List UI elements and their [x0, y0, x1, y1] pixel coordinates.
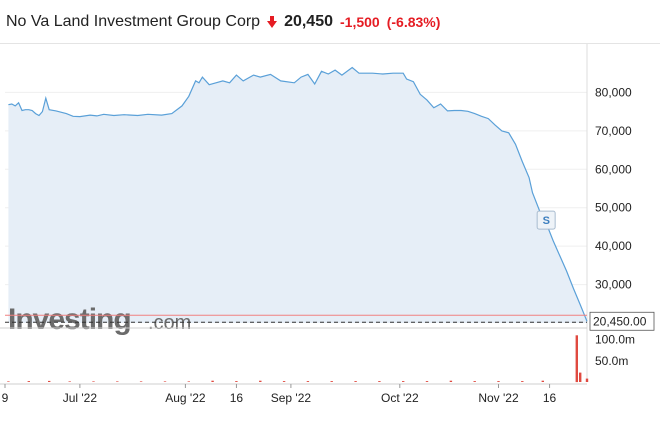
y-tick-label: 60,000 — [595, 162, 632, 176]
x-axis: 9 Jul '22 Aug '22 16 Sep '22 Oct '22 Nov '22 16 — [0, 383, 587, 405]
logo-main: Investing — [8, 303, 131, 336]
x-tick-label: 16 — [230, 391, 244, 405]
price-change-percent: (-6.83%) — [386, 13, 441, 30]
volume-tick-label: 50.0m — [595, 354, 628, 368]
volume-bar — [425, 381, 429, 382]
volume-bar — [473, 381, 476, 382]
volume-bar — [235, 381, 238, 382]
volume-bar — [27, 381, 30, 382]
volume-bar — [259, 380, 262, 382]
volume-bar — [68, 381, 71, 382]
x-tick-label: Oct '22 — [381, 391, 419, 405]
current-price-label: 20,450.00 — [593, 314, 647, 328]
volume-bar — [306, 381, 310, 382]
volume-bar — [497, 381, 500, 382]
volume-bar — [139, 381, 143, 382]
y-tick-label: 70,000 — [595, 124, 632, 138]
split-marker[interactable]: S — [536, 210, 556, 230]
volume-bar — [7, 381, 10, 382]
volume-bar — [187, 381, 190, 382]
x-tick-label: 16 — [543, 391, 557, 405]
y-tick-label: 40,000 — [595, 239, 632, 253]
volume-bar — [585, 378, 589, 382]
volume-bar — [330, 381, 333, 382]
volume-bar — [116, 381, 119, 382]
volume-bar — [378, 381, 381, 382]
y-tick-label: 30,000 — [595, 278, 632, 292]
last-price: 20,450 — [284, 12, 333, 30]
price-change: -1,500 — [340, 13, 380, 30]
x-tick-label: Jul '22 — [63, 391, 98, 405]
volume-bar — [541, 380, 544, 382]
y-tick-label: 50,000 — [595, 201, 632, 215]
x-tick-label: Sep '22 — [271, 391, 312, 405]
y-axis: 80,000 70,000 60,000 50,000 40,000 30,000 — [595, 85, 632, 291]
volume-bar — [579, 372, 582, 382]
volume-bar — [211, 380, 214, 382]
volume-axis: 100.0m 50.0m — [595, 333, 635, 368]
stock-header: No Va Land Investment Group Corp 20,450 … — [0, 0, 660, 44]
stock-name: No Va Land Investment Group Corp — [6, 12, 261, 30]
price-line — [8, 66, 588, 322]
volume-bar — [282, 381, 286, 382]
x-tick-label: Nov '22 — [478, 391, 519, 405]
price-chart[interactable]: 80,000 70,000 60,000 50,000 40,000 30,000 Inv… — [0, 44, 660, 445]
split-marker-label: S — [543, 215, 550, 227]
volume-bar — [402, 381, 405, 382]
volume-bar — [575, 335, 578, 383]
volume-bars — [7, 335, 589, 383]
volume-bar — [163, 381, 167, 382]
price-area — [8, 67, 587, 323]
y-tick-label: 80,000 — [595, 85, 632, 99]
x-tick-label: 9 — [2, 391, 9, 405]
down-arrow-icon — [267, 15, 278, 28]
volume-tick-label: 100.0m — [595, 333, 635, 347]
x-tick-label: Aug '22 — [165, 391, 206, 405]
volume-bar — [521, 381, 524, 382]
current-price-tag: 20,450.00 — [589, 311, 655, 331]
volume-bar — [92, 381, 95, 382]
volume-bar — [449, 380, 453, 382]
volume-bar — [354, 381, 357, 382]
volume-bar — [48, 380, 51, 382]
